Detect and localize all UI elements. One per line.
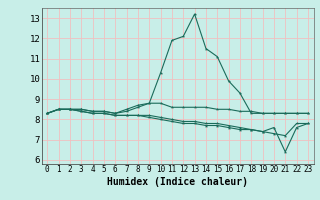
X-axis label: Humidex (Indice chaleur): Humidex (Indice chaleur) xyxy=(107,177,248,187)
